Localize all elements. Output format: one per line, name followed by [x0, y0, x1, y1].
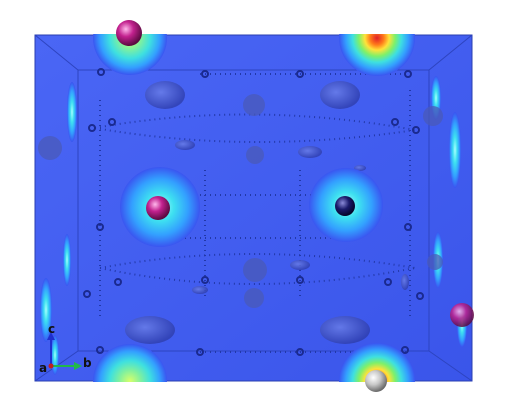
- magenta-atom: [146, 196, 170, 220]
- purple-atom: [450, 303, 474, 327]
- translucent-atoms: [38, 94, 443, 308]
- unit-cell-edges: [34, 34, 473, 382]
- ring-atoms: [83, 68, 424, 356]
- a-axis-label: a: [39, 361, 48, 375]
- unit-cell-face: [34, 34, 473, 382]
- dark-blue-atom: [335, 196, 355, 216]
- c-axis-label: c: [48, 322, 56, 336]
- axes-indicator: [47, 332, 82, 370]
- grey-atom: [365, 370, 387, 392]
- magenta-atom: [116, 20, 142, 46]
- density-blobs: [125, 81, 409, 344]
- b-axis-label: b: [83, 356, 92, 370]
- bond-lines: [94, 73, 416, 353]
